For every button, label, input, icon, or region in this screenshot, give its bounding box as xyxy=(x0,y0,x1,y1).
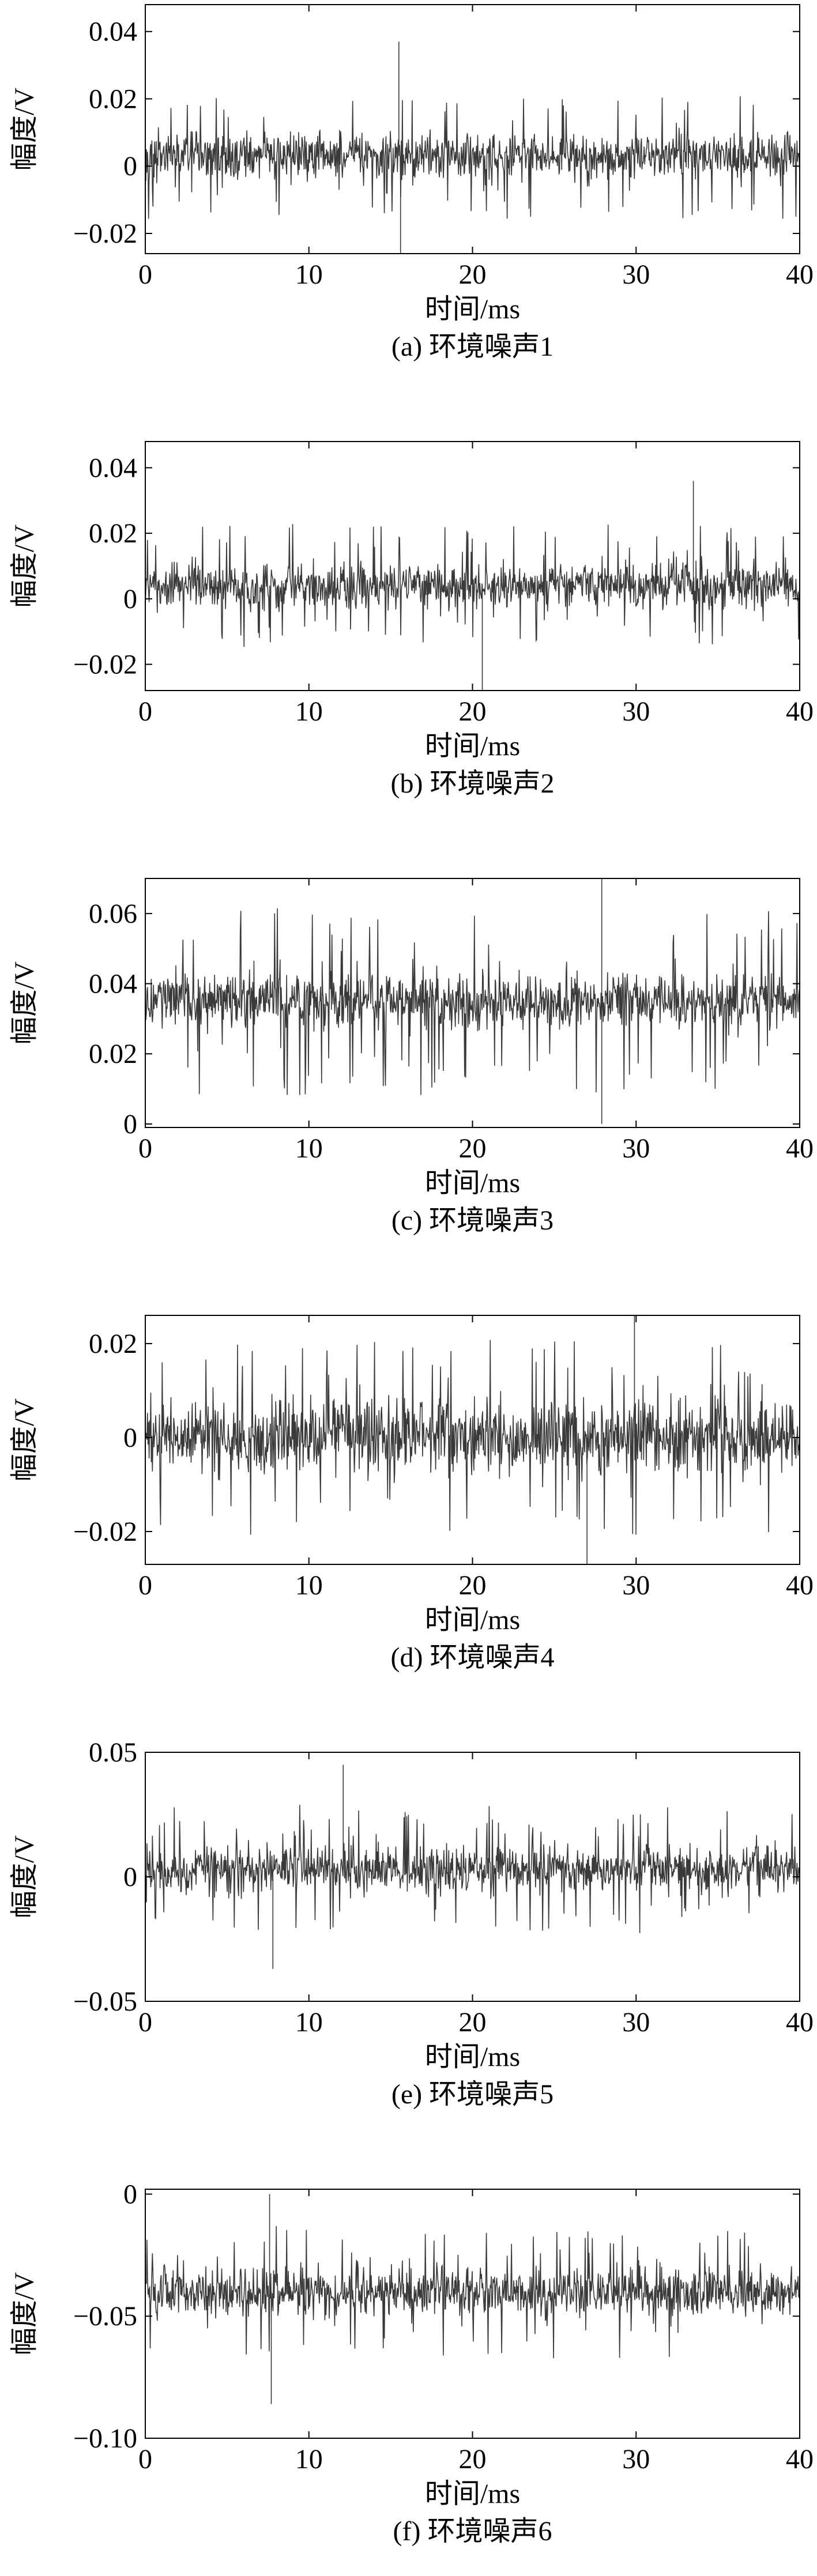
x-axis-label: 时间/ms xyxy=(425,294,520,325)
x-tick-label: 0 xyxy=(138,1570,152,1601)
x-tick-label: 20 xyxy=(459,696,487,727)
x-tick-label: 20 xyxy=(459,1133,487,1164)
x-axis-label: 时间/ms xyxy=(425,1605,520,1635)
plot-frame xyxy=(145,4,800,254)
y-axis-label: 幅度/V xyxy=(9,2272,40,2355)
y-tick-label: 0.04 xyxy=(89,452,137,483)
x-tick-label: 30 xyxy=(622,259,650,290)
x-tick-label: 40 xyxy=(786,1570,814,1601)
x-tick-label: 20 xyxy=(459,259,487,290)
y-axis-label: 幅度/V xyxy=(9,961,40,1044)
y-tick-label: 0.02 xyxy=(89,1039,137,1069)
x-tick-label: 0 xyxy=(138,2007,152,2038)
x-tick-label: 30 xyxy=(622,1133,650,1164)
x-tick-label: 20 xyxy=(459,2007,487,2038)
x-tick-label: 40 xyxy=(786,1133,814,1164)
y-axis-label: 幅度/V xyxy=(9,525,40,608)
panel-caption: (b) 环境噪声2 xyxy=(391,768,555,799)
panel-caption: (c) 环境噪声3 xyxy=(391,1205,554,1236)
x-tick-label: 40 xyxy=(786,259,814,290)
y-tick-label: 0.05 xyxy=(89,1737,137,1768)
y-tick-label: −0.05 xyxy=(73,1986,137,2017)
y-tick-label: 0.02 xyxy=(89,518,137,549)
y-tick-label: 0.02 xyxy=(89,1329,137,1359)
panel-caption: (d) 环境噪声4 xyxy=(391,1642,555,1673)
x-tick-label: 10 xyxy=(295,1133,323,1164)
x-tick-label: 20 xyxy=(459,1570,487,1601)
y-tick-label: 0.04 xyxy=(89,969,137,1000)
y-tick-label: −0.05 xyxy=(73,2301,137,2332)
signal-series xyxy=(145,1764,800,1969)
signal-series xyxy=(145,1315,800,1564)
panel-caption: (f) 环境噪声6 xyxy=(393,2516,552,2547)
y-tick-label: −0.02 xyxy=(73,650,137,680)
y-tick-label: 0 xyxy=(123,1862,137,1892)
x-axis-label: 时间/ms xyxy=(425,2479,520,2509)
x-axis-label: 时间/ms xyxy=(425,731,520,761)
x-tick-label: 0 xyxy=(138,696,152,727)
x-tick-label: 40 xyxy=(786,2444,814,2475)
x-tick-label: 10 xyxy=(295,259,323,290)
x-tick-label: 0 xyxy=(138,1133,152,1164)
panel-caption: (e) 环境噪声5 xyxy=(391,2079,554,2110)
x-tick-label: 30 xyxy=(622,1570,650,1601)
chart-panel: 0 10 20 30 40 0 −0.05 −0.10 时间/ms 幅度/V (f) 环境噪声6 xyxy=(9,2179,814,2547)
x-tick-label: 0 xyxy=(138,259,152,290)
x-tick-label: 40 xyxy=(786,696,814,727)
chart-panel: 0 10 20 30 40 0.06 0.04 0.02 0 时间/ms 幅度/V (c) 环境噪声3 xyxy=(9,878,814,1236)
x-tick-label: 10 xyxy=(295,1570,323,1601)
y-tick-label: 0 xyxy=(123,1423,137,1453)
x-axis-label: 时间/ms xyxy=(425,2042,520,2072)
signal-series xyxy=(145,42,800,254)
x-tick-label: 10 xyxy=(295,696,323,727)
y-tick-label: 0 xyxy=(123,151,137,182)
x-tick-label: 20 xyxy=(459,2444,487,2475)
x-tick-label: 30 xyxy=(622,2007,650,2038)
x-tick-label: 40 xyxy=(786,2007,814,2038)
y-tick-label: −0.02 xyxy=(73,1517,137,1547)
y-tick-label: 0.04 xyxy=(89,17,137,47)
y-tick-label: 0.06 xyxy=(89,899,137,929)
signal-series xyxy=(145,878,800,1124)
y-tick-label: 0.02 xyxy=(89,84,137,114)
y-axis-label: 幅度/V xyxy=(9,88,40,171)
signal-series xyxy=(145,2194,800,2404)
y-tick-label: −0.02 xyxy=(73,218,137,249)
x-tick-label: 0 xyxy=(138,2444,152,2475)
x-tick-label: 10 xyxy=(295,2007,323,2038)
y-tick-label: 0 xyxy=(123,2179,137,2209)
y-axis-label: 幅度/V xyxy=(9,1398,40,1481)
x-tick-label: 30 xyxy=(622,696,650,727)
x-tick-label: 30 xyxy=(622,2444,650,2475)
signal-series xyxy=(145,481,800,691)
x-tick-label: 10 xyxy=(295,2444,323,2475)
panel-caption: (a) 环境噪声1 xyxy=(391,331,554,362)
x-axis-label: 时间/ms xyxy=(425,1168,520,1198)
y-axis-label: 幅度/V xyxy=(9,1835,40,1918)
y-tick-label: 0 xyxy=(123,1109,137,1140)
y-tick-label: 0 xyxy=(123,584,137,614)
y-tick-label: −0.10 xyxy=(73,2423,137,2454)
